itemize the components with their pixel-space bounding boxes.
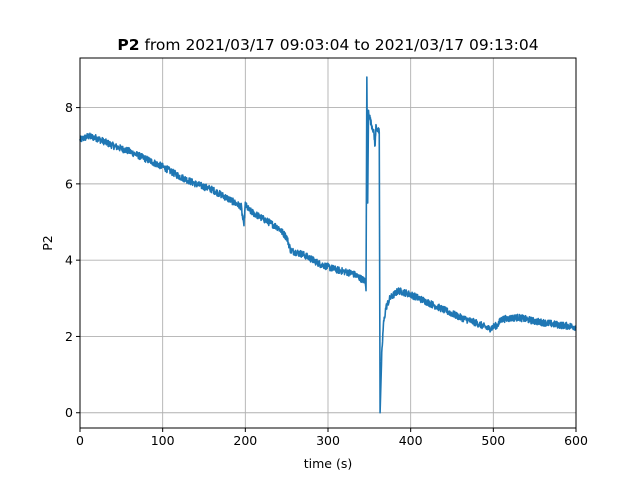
chart-title: P2 from 2021/03/17 09:03:04 to 2021/03/1… xyxy=(117,36,538,54)
y-tick-label: 0 xyxy=(65,405,73,420)
chart-title-bold: P2 xyxy=(117,36,139,54)
y-axis: 0 2 4 6 8 xyxy=(65,100,80,420)
x-tick-label: 0 xyxy=(76,433,84,448)
y-tick-label: 4 xyxy=(65,253,73,268)
y-tick-label: 6 xyxy=(65,176,73,191)
x-tick-label: 300 xyxy=(316,433,340,448)
x-tick-label: 500 xyxy=(481,433,505,448)
series-line-p2 xyxy=(79,76,577,414)
grid xyxy=(79,58,577,428)
x-tick-label: 400 xyxy=(399,433,423,448)
x-tick-label: 600 xyxy=(564,433,588,448)
x-tick-label: 200 xyxy=(233,433,257,448)
x-tick-label: 100 xyxy=(151,433,175,448)
chart-title-rest: from 2021/03/17 09:03:04 to 2021/03/17 0… xyxy=(140,36,539,54)
y-axis-label: P2 xyxy=(40,235,55,251)
plot-area xyxy=(79,76,577,414)
x-axis-label: time (s) xyxy=(304,456,352,471)
y-tick-label: 8 xyxy=(65,100,73,115)
x-axis: 0 100 200 300 400 500 600 xyxy=(76,428,588,448)
y-tick-label: 2 xyxy=(65,329,73,344)
